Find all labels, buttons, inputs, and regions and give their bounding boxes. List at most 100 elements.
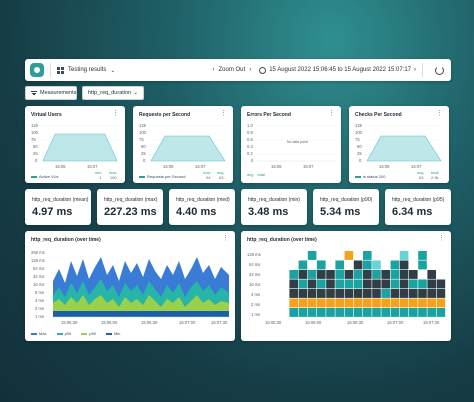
heatmap-cell: [390, 270, 400, 279]
measurements-label: Measurements: [40, 90, 77, 96]
heatmap-cell: [436, 279, 446, 289]
stat-card-med: http_req_duration (med) 4.40 ms: [169, 189, 235, 225]
chevron-right-icon: ›: [249, 67, 252, 73]
heatmap-cell: [372, 270, 381, 279]
x-tick: 15:06:00: [305, 320, 322, 325]
stat-title: http_req_duration (max): [104, 197, 158, 203]
rps-chart: 125 100 75 50 25 0 15:06 15:07: [139, 123, 227, 169]
heatmap-cell: [353, 260, 363, 270]
heatmap-cell: [427, 308, 436, 317]
heatmap-cell: [335, 289, 344, 298]
y-tick: 128 ms: [31, 258, 45, 263]
heatmap-cell: [344, 251, 354, 260]
refresh-icon[interactable]: [435, 65, 444, 75]
time-range-label: 15 August 2022 15:06:45 to 15 August 202…: [269, 67, 411, 73]
grid-icon: [57, 66, 64, 74]
heatmap-cell: [298, 279, 308, 289]
heatmap-cell: [390, 289, 400, 298]
heatmap-cell: [289, 270, 298, 279]
legend-label: Min: [113, 331, 121, 336]
y-tick: 75: [31, 137, 36, 142]
y-tick: 50: [33, 144, 38, 149]
heatmap-cell: [344, 298, 354, 308]
stat-label: total: [431, 170, 439, 175]
hm-x-axis: 15:05:30 15:06:00 15:06:30 15:07:00 15:0…: [265, 320, 440, 325]
heatmap-cell: [418, 279, 427, 289]
legend-label: is status 200: [363, 174, 386, 179]
heatmap-cell: [335, 279, 344, 289]
heatmap-cell: [390, 298, 400, 308]
measurements-button[interactable]: Measurements: [25, 86, 77, 100]
panel-virtual-users: Virtual Users ⋮ 125 100 75 50 25 0 15:06…: [25, 106, 125, 183]
stat-title: http_req_duration (mean): [32, 197, 89, 203]
more-options-icon[interactable]: ⋮: [436, 110, 443, 117]
stat-value: 94: [206, 175, 211, 180]
legend-label: Max: [39, 331, 47, 336]
cps-area: [366, 135, 442, 162]
x-tick: 15:07: [303, 164, 314, 169]
metric-select[interactable]: http_req_duration ⌄: [82, 86, 144, 100]
x-tick: 15:06:30: [141, 320, 158, 325]
x-tick: 15:06:00: [101, 320, 118, 325]
chevron-down-icon: ⌄: [110, 67, 116, 74]
heatmap-cell: [381, 270, 390, 279]
heatmap-cell: [307, 298, 317, 308]
y-tick: 75: [355, 137, 360, 142]
panel-duration-timeseries: http_req_duration (over time) ⋮ 256 ms 1…: [25, 231, 235, 341]
x-tick: 15:06:30: [347, 320, 364, 325]
zoom-out-button[interactable]: ‹ Zoom Out ›: [213, 67, 252, 73]
more-options-icon[interactable]: ⋮: [328, 110, 335, 117]
heatmap-cell: [381, 289, 390, 298]
heatmap-cell: [326, 270, 335, 279]
more-options-icon[interactable]: ⋮: [222, 235, 229, 242]
heatmap-cell: [363, 270, 372, 279]
stat-value: 100: [109, 175, 117, 180]
time-range-picker[interactable]: 15 August 2022 15:06:45 to 15 August 202…: [259, 66, 416, 74]
stat-value: 1: [99, 175, 102, 180]
more-options-icon[interactable]: ⋮: [112, 110, 119, 117]
heatmap-cell: [363, 308, 372, 317]
stat-labels: avg total: [247, 172, 265, 177]
heatmap-cell: [326, 289, 335, 298]
stat-card-mean: http_req_duration (mean) 4.97 ms: [25, 189, 91, 225]
legend-label: p95: [64, 331, 72, 336]
panel-title: Requests per Second: [139, 112, 191, 118]
heatmap-cell: [344, 279, 354, 289]
toolbar-divider: [50, 63, 51, 77]
y-tick: 0.4: [247, 144, 253, 149]
more-options-icon[interactable]: ⋮: [220, 110, 227, 117]
legend-swatch: [31, 175, 37, 178]
heatmap-cell: [372, 308, 381, 317]
heatmap-cell: [298, 298, 308, 308]
chevron-right-icon: ›: [414, 67, 416, 73]
heatmap-cell: [317, 270, 326, 279]
app-menu-button[interactable]: Testing results ⌄: [57, 66, 116, 74]
chart-legend: Max p95 p90 Min: [31, 331, 120, 336]
stat-card-max: http_req_duration (max) 227.23 ms: [97, 189, 163, 225]
heatmap-cell: [372, 260, 381, 270]
heatmap-cell: [353, 289, 363, 298]
legend-swatch: [355, 175, 361, 178]
y-tick: 50: [357, 144, 362, 149]
more-options-icon[interactable]: ⋮: [438, 235, 445, 242]
zoom-out-label: Zoom Out: [218, 67, 246, 73]
heatmap-cell: [317, 298, 326, 308]
chevron-left-icon: ‹: [212, 67, 215, 73]
heatmap-cell: [335, 270, 344, 279]
heatmap-cell: [399, 289, 409, 298]
x-tick: 15:07:00: [387, 320, 404, 325]
heatmap-cell: [335, 298, 344, 308]
y-tick: 4 ms: [35, 298, 44, 303]
heatmap-cell: [399, 251, 409, 260]
stat-title: http_req_duration (med): [176, 197, 230, 203]
heatmap-cell: [307, 289, 317, 298]
k6-logo-icon: [30, 63, 44, 77]
heatmap-cell: [436, 289, 446, 298]
heatmap-cell: [418, 260, 427, 270]
top-toolbar: Testing results ⌄ ‹ Zoom Out › 15 August…: [25, 59, 451, 81]
heatmap-cell: [381, 308, 390, 317]
panel-errors-per-second: Errors Per Second ⋮ 1.0 0.8 0.6 0.4 0.2 …: [241, 106, 341, 183]
series-min-band: [53, 311, 229, 317]
y-tick: 64 ms: [249, 262, 260, 267]
y-tick: 0: [359, 158, 362, 163]
